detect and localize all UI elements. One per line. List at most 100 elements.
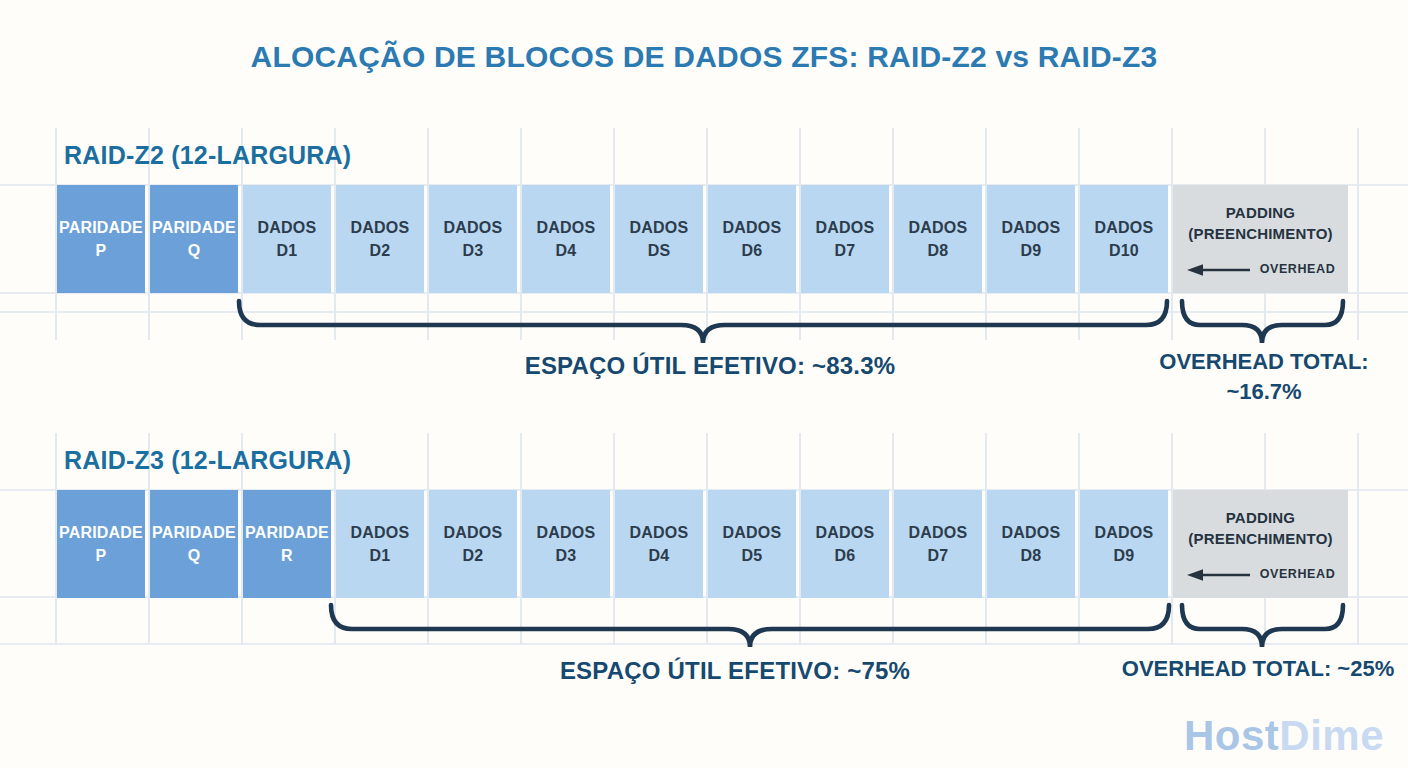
block-label-line2: D4 (649, 544, 670, 567)
block-label-line1: DADOS (351, 521, 410, 544)
overhead-total-label-raidz2: OVERHEAD TOTAL: ~16.7% (1139, 347, 1389, 407)
block-label-line1: DADOS (630, 521, 689, 544)
block-label-line1: DADOS (723, 216, 782, 239)
useful-space-brace-raidz2 (236, 298, 1170, 346)
padding-label-line2: (PREENCHIMENTO) (1188, 223, 1332, 244)
block-label-line2: D4 (556, 239, 577, 262)
block-label-line2: D5 (742, 544, 763, 567)
overhead-pointer: OVERHEAD (1186, 259, 1336, 280)
data-block-d5: DADOSD5 (708, 490, 796, 598)
data-block-d2: DADOSD2 (336, 185, 424, 293)
gridline-vertical (1357, 128, 1359, 340)
hostdime-watermark: HostDime (1184, 712, 1384, 760)
data-block-d9: DADOSD9 (1080, 490, 1168, 598)
block-label-line1: PARIDADE (59, 521, 143, 544)
data-block-d4: DADOSD4 (615, 490, 703, 598)
block-label-line2: D8 (928, 239, 949, 262)
block-label-line1: PARIDADE (245, 521, 329, 544)
block-label-line1: DADOS (816, 521, 875, 544)
data-block-d3: DADOSD3 (429, 185, 517, 293)
data-block-d6: DADOSD6 (801, 490, 889, 598)
section-heading-raidz3: RAID-Z3 (12-LARGURA) (64, 446, 351, 475)
overhead-total-line2: ~16.7% (1139, 377, 1389, 407)
block-label-line1: DADOS (909, 216, 968, 239)
block-label-line1: DADOS (816, 216, 875, 239)
block-label-line2: D1 (277, 239, 298, 262)
left-arrow-icon (1186, 263, 1252, 277)
useful-space-brace-raidz3 (328, 602, 1172, 650)
block-label-line1: DADOS (630, 216, 689, 239)
block-label-line1: PARIDADE (59, 216, 143, 239)
parity-block-q: PARIDADEQ (150, 185, 238, 293)
watermark-dime: Dime (1279, 712, 1384, 759)
overhead-label: OVERHEAD (1260, 259, 1336, 280)
block-label-line2: Q (188, 239, 201, 262)
block-label-line1: DADOS (1002, 216, 1061, 239)
block-row-raidz3: PARIDADEPPARIDADEQPARIDADERDADOSD1DADOSD… (57, 490, 1348, 598)
parity-block-q: PARIDADEQ (150, 490, 238, 598)
block-label-line2: D1 (370, 544, 391, 567)
section-heading-raidz2: RAID-Z2 (12-LARGURA) (64, 141, 351, 170)
block-label-line2: R (281, 544, 293, 567)
block-label-line2: D9 (1021, 239, 1042, 262)
data-block-d1: DADOSD1 (336, 490, 424, 598)
block-label-line1: DADOS (351, 216, 410, 239)
left-arrow-icon (1186, 568, 1252, 582)
parity-block-r: PARIDADER (243, 490, 331, 598)
block-label-line1: DADOS (537, 521, 596, 544)
data-block-d8: DADOSD8 (894, 185, 982, 293)
useful-space-label-raidz3: ESPAÇO ÚTIL EFETIVO: ~75% (385, 657, 1085, 685)
data-block-d9: DADOSD9 (987, 185, 1075, 293)
data-block-d6: DADOSD6 (708, 185, 796, 293)
block-label-line1: DADOS (258, 216, 317, 239)
block-label-line1: DADOS (444, 521, 503, 544)
overhead-pointer: OVERHEAD (1186, 564, 1336, 585)
block-label-line2: D7 (928, 544, 949, 567)
watermark-host: Host (1184, 712, 1279, 759)
parity-block-p: PARIDADEP (57, 490, 145, 598)
block-label-line2: D3 (556, 544, 577, 567)
block-label-line2: P (96, 544, 107, 567)
block-label-line2: D2 (463, 544, 484, 567)
infographic-canvas: ALOCAÇÃO DE BLOCOS DE DADOS ZFS: RAID-Z2… (0, 0, 1408, 768)
block-label-line1: DADOS (909, 521, 968, 544)
parity-block-p: PARIDADEP (57, 185, 145, 293)
overhead-total-line1: OVERHEAD TOTAL: (1139, 347, 1389, 377)
page-title: ALOCAÇÃO DE BLOCOS DE DADOS ZFS: RAID-Z2… (0, 40, 1408, 74)
block-label-line2: DS (648, 239, 671, 262)
block-label-line1: PARIDADE (152, 521, 236, 544)
padding-block: PADDING(PREENCHIMENTO)OVERHEAD (1173, 185, 1348, 293)
useful-space-label-raidz2: ESPAÇO ÚTIL EFETIVO: ~83.3% (360, 352, 1060, 380)
padding-label-line2: (PREENCHIMENTO) (1188, 528, 1332, 549)
overhead-brace-raidz2 (1179, 298, 1346, 346)
overhead-label: OVERHEAD (1260, 564, 1336, 585)
block-label-line1: DADOS (1002, 521, 1061, 544)
block-label-line2: D2 (370, 239, 391, 262)
block-label-line1: DADOS (1095, 521, 1154, 544)
padding-label-line1: PADDING (1226, 507, 1295, 528)
block-label-line2: D9 (1114, 544, 1135, 567)
block-row-raidz2: PARIDADEPPARIDADEQDADOSD1DADOSD2DADOSD3D… (57, 185, 1348, 293)
data-block-d7: DADOSD7 (894, 490, 982, 598)
overhead-total-line1: OVERHEAD TOTAL: ~25% (1122, 656, 1394, 681)
padding-block: PADDING(PREENCHIMENTO) OVERHEAD (1173, 490, 1348, 598)
block-label-line2: D6 (835, 544, 856, 567)
data-block-d4: DADOSD4 (522, 185, 610, 293)
data-block-d2: DADOSD2 (429, 490, 517, 598)
block-label-line2: Q (188, 544, 201, 567)
data-block-d7: DADOSD7 (801, 185, 889, 293)
block-label-line1: DADOS (723, 521, 782, 544)
data-block-d8: DADOSD8 (987, 490, 1075, 598)
block-label-line1: DADOS (1095, 216, 1154, 239)
block-label-line2: P (96, 239, 107, 262)
data-block-d3: DADOSD3 (522, 490, 610, 598)
gridline-vertical (1357, 433, 1359, 645)
overhead-brace-raidz3 (1179, 602, 1346, 650)
data-block-ds: DADOSDS (615, 185, 703, 293)
data-block-d10: DADOSD10 (1080, 185, 1168, 293)
overhead-total-label-raidz3: OVERHEAD TOTAL: ~25% (1108, 656, 1408, 682)
block-label-line1: DADOS (444, 216, 503, 239)
block-label-line1: PARIDADE (152, 216, 236, 239)
block-label-line2: D3 (463, 239, 484, 262)
block-label-line1: DADOS (537, 216, 596, 239)
